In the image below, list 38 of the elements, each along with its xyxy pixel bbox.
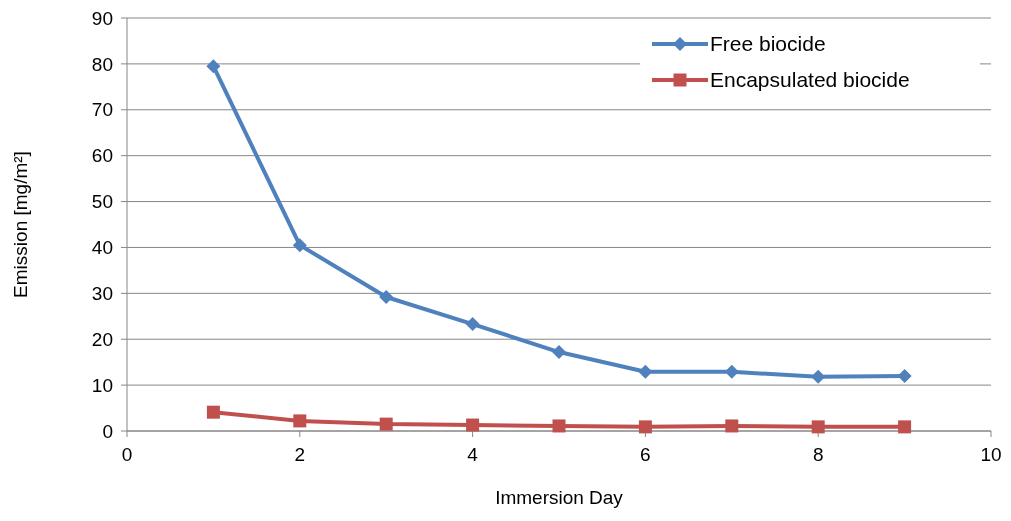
x-axis-title: Immersion Day: [495, 487, 624, 508]
y-tick-label: 0: [102, 420, 113, 442]
point: [724, 364, 739, 379]
point: [897, 368, 912, 383]
point: [638, 364, 653, 379]
x-tick-label: 4: [467, 444, 479, 465]
point: [379, 290, 394, 304]
y-tick-label: 80: [91, 53, 113, 75]
x-tick-label: 6: [640, 444, 651, 465]
point: [465, 317, 480, 332]
point: [379, 417, 393, 431]
x-tick-label: 10: [980, 444, 1002, 465]
point: [206, 59, 221, 74]
point: [638, 420, 652, 434]
y-tick-label: 70: [91, 99, 113, 121]
y-tick-label: 50: [91, 191, 113, 213]
y-tick-label: 10: [91, 374, 113, 396]
point: [206, 405, 220, 419]
legend-label: Encapsulated biocide: [710, 68, 910, 92]
point: [293, 414, 307, 428]
x-tick-label: 2: [294, 444, 306, 465]
y-axis-title: Emission [mg/m²]: [10, 151, 31, 298]
point: [292, 238, 307, 253]
point: [811, 369, 826, 384]
x-tick-label: 8: [812, 444, 824, 465]
y-tick-label: 60: [91, 145, 113, 167]
point: [725, 419, 739, 433]
y-tick-label: 20: [91, 328, 113, 350]
y-tick-label: 40: [91, 237, 113, 259]
y-tick-label: 90: [91, 7, 113, 29]
point: [552, 345, 566, 360]
y-tick-label: 30: [91, 282, 113, 304]
point: [466, 418, 480, 432]
legend-label: Free biocide: [710, 32, 826, 56]
point: [552, 419, 566, 433]
point: [811, 420, 825, 434]
x-tick-label: 0: [121, 444, 133, 465]
point: [898, 420, 912, 434]
